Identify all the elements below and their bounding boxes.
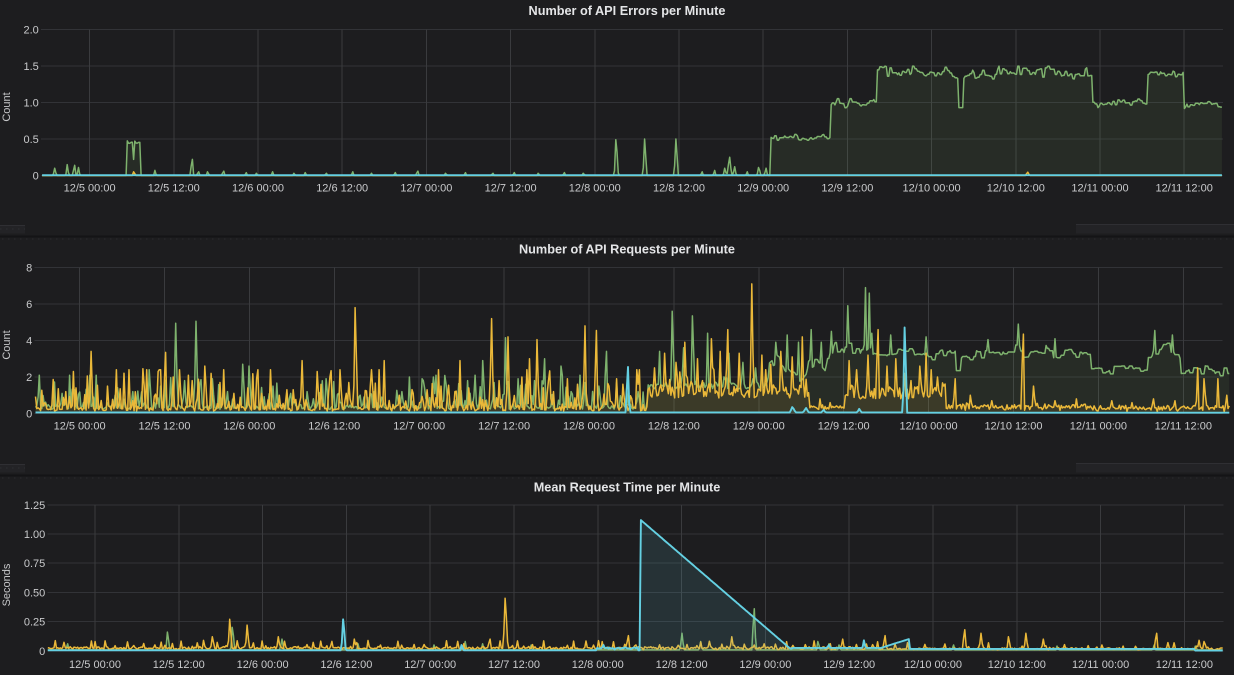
svg-text:12/9 12:00: 12/9 12:00	[818, 421, 870, 433]
svg-text:12/5 00:00: 12/5 00:00	[54, 421, 106, 433]
svg-text:6: 6	[26, 299, 32, 311]
svg-text:12/10 00:00: 12/10 00:00	[904, 659, 962, 671]
svg-text:12/8 00:00: 12/8 00:00	[563, 421, 615, 433]
svg-text:12/7 12:00: 12/7 12:00	[485, 183, 537, 195]
svg-text:12/10 12:00: 12/10 12:00	[987, 183, 1045, 195]
svg-text:1.0: 1.0	[24, 98, 39, 110]
svg-text:12/9 12:00: 12/9 12:00	[823, 659, 875, 671]
svg-text:12/7 00:00: 12/7 00:00	[393, 421, 445, 433]
svg-text:2: 2	[26, 372, 32, 384]
svg-text:1.5: 1.5	[24, 61, 39, 73]
svg-text:Number of API Errors per Minut: Number of API Errors per Minute	[529, 4, 726, 18]
svg-text:0.50: 0.50	[24, 587, 45, 599]
svg-text:12/10 00:00: 12/10 00:00	[900, 421, 958, 433]
svg-text:Mean Request Time per Minute: Mean Request Time per Minute	[534, 481, 721, 495]
svg-text:Number of API Requests per Min: Number of API Requests per Minute	[519, 243, 735, 257]
svg-text:12/5 00:00: 12/5 00:00	[69, 659, 121, 671]
svg-text:12/6 00:00: 12/6 00:00	[223, 421, 275, 433]
svg-text:12/6 12:00: 12/6 12:00	[308, 421, 360, 433]
svg-text:12/7 12:00: 12/7 12:00	[478, 421, 530, 433]
svg-text:12/7 12:00: 12/7 12:00	[488, 659, 540, 671]
svg-text:4: 4	[26, 336, 32, 348]
svg-text:8: 8	[26, 263, 32, 275]
svg-text:12/11 00:00: 12/11 00:00	[1071, 183, 1128, 195]
svg-text:12/8 12:00: 12/8 12:00	[653, 183, 705, 195]
svg-text:12/11 00:00: 12/11 00:00	[1070, 421, 1127, 433]
svg-text:2.0: 2.0	[24, 25, 39, 37]
svg-text:12/6 12:00: 12/6 12:00	[320, 659, 372, 671]
svg-text:0: 0	[33, 171, 39, 183]
svg-text:12/9 00:00: 12/9 00:00	[737, 183, 789, 195]
svg-text:12/11 12:00: 12/11 12:00	[1155, 421, 1212, 433]
svg-text:12/5 12:00: 12/5 12:00	[153, 659, 205, 671]
svg-text:12/6 00:00: 12/6 00:00	[237, 659, 289, 671]
svg-text:12/5 12:00: 12/5 12:00	[148, 183, 200, 195]
svg-text:12/8 00:00: 12/8 00:00	[572, 659, 624, 671]
svg-text:0: 0	[26, 409, 32, 421]
svg-text:12/8 12:00: 12/8 12:00	[656, 659, 708, 671]
svg-text:12/10 12:00: 12/10 12:00	[984, 421, 1042, 433]
svg-text:12/6 12:00: 12/6 12:00	[316, 183, 368, 195]
svg-text:Seconds: Seconds	[1, 563, 13, 606]
svg-text:12/10 00:00: 12/10 00:00	[903, 183, 961, 195]
svg-text:Count: Count	[1, 92, 13, 121]
svg-text:12/11 00:00: 12/11 00:00	[1072, 659, 1129, 671]
svg-text:12/6 00:00: 12/6 00:00	[232, 183, 284, 195]
svg-text:12/5 12:00: 12/5 12:00	[139, 421, 191, 433]
svg-text:12/5 00:00: 12/5 00:00	[64, 183, 116, 195]
svg-text:12/10 12:00: 12/10 12:00	[988, 659, 1046, 671]
svg-text:12/9 00:00: 12/9 00:00	[739, 659, 791, 671]
svg-text:12/11 12:00: 12/11 12:00	[1156, 659, 1213, 671]
svg-text:0.5: 0.5	[24, 134, 39, 146]
svg-text:Count: Count	[1, 330, 13, 359]
svg-text:0: 0	[39, 646, 45, 658]
svg-text:12/8 12:00: 12/8 12:00	[648, 421, 700, 433]
svg-text:0.25: 0.25	[24, 617, 45, 629]
svg-text:12/7 00:00: 12/7 00:00	[404, 659, 456, 671]
svg-text:12/9 12:00: 12/9 12:00	[821, 183, 873, 195]
svg-text:0.75: 0.75	[24, 558, 45, 570]
svg-text:12/9 00:00: 12/9 00:00	[733, 421, 785, 433]
svg-text:1.25: 1.25	[24, 500, 45, 512]
svg-text:12/7 00:00: 12/7 00:00	[400, 183, 452, 195]
svg-text:12/8 00:00: 12/8 00:00	[569, 183, 621, 195]
svg-text:1.00: 1.00	[24, 529, 45, 541]
svg-text:12/11 12:00: 12/11 12:00	[1156, 183, 1213, 195]
